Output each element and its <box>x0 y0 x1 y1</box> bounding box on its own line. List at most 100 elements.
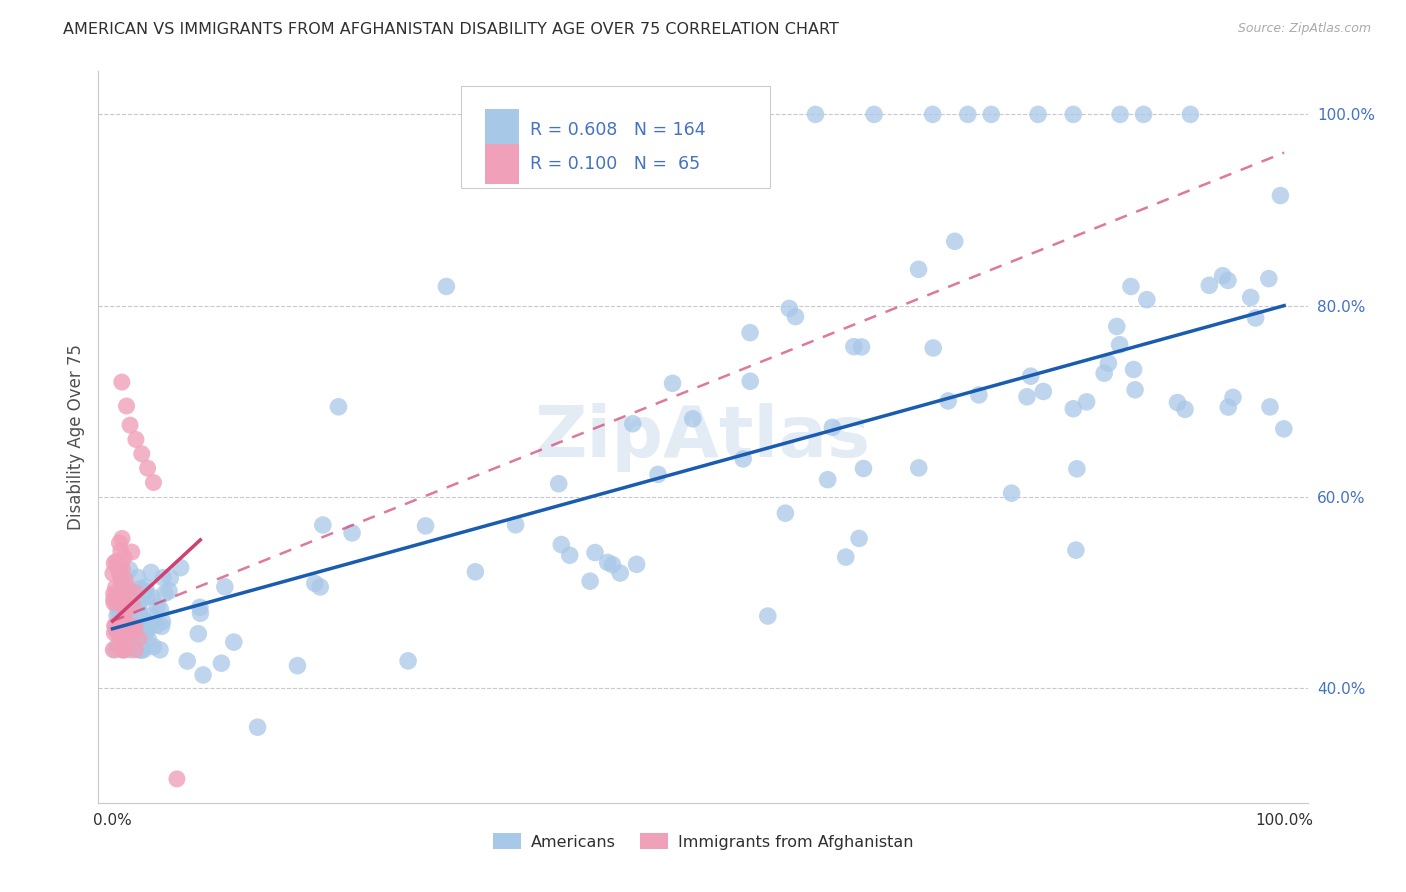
Point <box>127 570 149 584</box>
Point <box>104 619 127 633</box>
Point <box>124 585 146 599</box>
Point <box>118 630 141 644</box>
Point <box>110 576 132 591</box>
Text: R = 0.100   N =  65: R = 0.100 N = 65 <box>530 155 700 173</box>
FancyBboxPatch shape <box>485 110 519 150</box>
Point <box>112 642 135 657</box>
Point <box>842 340 865 354</box>
Point <box>108 536 131 550</box>
Point <box>114 625 136 640</box>
Point <box>131 617 153 632</box>
Point <box>110 600 132 615</box>
Point <box>111 622 134 636</box>
Point <box>104 642 127 657</box>
Point <box>115 632 138 647</box>
Point <box>149 642 172 657</box>
Point <box>114 606 136 620</box>
Point <box>118 627 141 641</box>
Point <box>134 584 156 599</box>
Point <box>111 532 134 546</box>
Point <box>1218 400 1240 414</box>
Point <box>107 595 129 609</box>
Point <box>1092 366 1115 380</box>
Point <box>132 624 155 639</box>
Point <box>115 399 138 413</box>
Point <box>120 627 142 641</box>
Point <box>851 340 873 354</box>
Point <box>117 625 139 640</box>
Text: AMERICAN VS IMMIGRANTS FROM AFGHANISTAN DISABILITY AGE OVER 75 CORRELATION CHART: AMERICAN VS IMMIGRANTS FROM AFGHANISTAN … <box>63 22 839 37</box>
Point <box>125 610 148 624</box>
Point <box>118 563 141 577</box>
Point <box>103 587 125 601</box>
Point <box>922 341 945 355</box>
Point <box>1032 384 1054 399</box>
Point <box>1272 422 1295 436</box>
Point <box>127 632 149 646</box>
Point <box>1019 369 1042 384</box>
Point <box>105 594 128 608</box>
Point <box>852 461 875 475</box>
Point <box>120 418 141 433</box>
Point <box>907 262 929 277</box>
Point <box>104 622 127 636</box>
Point <box>129 629 152 643</box>
Point <box>114 595 136 609</box>
Point <box>1026 107 1049 121</box>
Point <box>128 642 150 657</box>
Point <box>583 545 606 559</box>
Point <box>120 595 142 609</box>
Point <box>309 580 332 594</box>
Point <box>105 588 128 602</box>
Point <box>152 571 174 585</box>
Point <box>312 518 335 533</box>
Point <box>110 596 132 610</box>
Point <box>340 525 363 540</box>
Point <box>136 590 159 604</box>
Point <box>621 417 644 431</box>
Point <box>115 632 138 646</box>
Point <box>108 565 131 579</box>
Point <box>105 559 128 574</box>
Point <box>131 447 153 461</box>
Point <box>107 640 129 655</box>
Point <box>1240 290 1263 304</box>
Point <box>956 107 979 121</box>
Point <box>157 583 180 598</box>
Point <box>740 374 762 388</box>
Point <box>1105 319 1128 334</box>
Point <box>141 590 163 604</box>
Point <box>122 603 145 617</box>
Point <box>128 632 150 646</box>
Point <box>328 400 350 414</box>
Point <box>1212 268 1234 283</box>
Point <box>104 618 127 632</box>
Point <box>1166 395 1188 409</box>
Point <box>1180 107 1202 121</box>
Point <box>128 603 150 617</box>
Point <box>114 604 136 618</box>
Point <box>817 473 839 487</box>
Point <box>110 556 132 570</box>
Point <box>1076 395 1098 409</box>
Point <box>1066 462 1088 476</box>
Point <box>134 628 156 642</box>
Point <box>943 234 966 248</box>
Point <box>609 566 631 580</box>
Point <box>115 627 138 641</box>
Point <box>105 597 128 611</box>
Point <box>1000 486 1022 500</box>
Point <box>821 420 844 434</box>
Point <box>117 592 139 607</box>
Point <box>187 626 209 640</box>
Point <box>1097 356 1119 370</box>
Point <box>1062 401 1084 416</box>
Point <box>661 376 683 391</box>
Point <box>112 550 135 565</box>
Point <box>111 642 134 657</box>
Point <box>111 375 134 389</box>
Point <box>756 609 779 624</box>
Point <box>1216 273 1239 287</box>
Point <box>1108 337 1130 351</box>
Point <box>108 590 131 604</box>
